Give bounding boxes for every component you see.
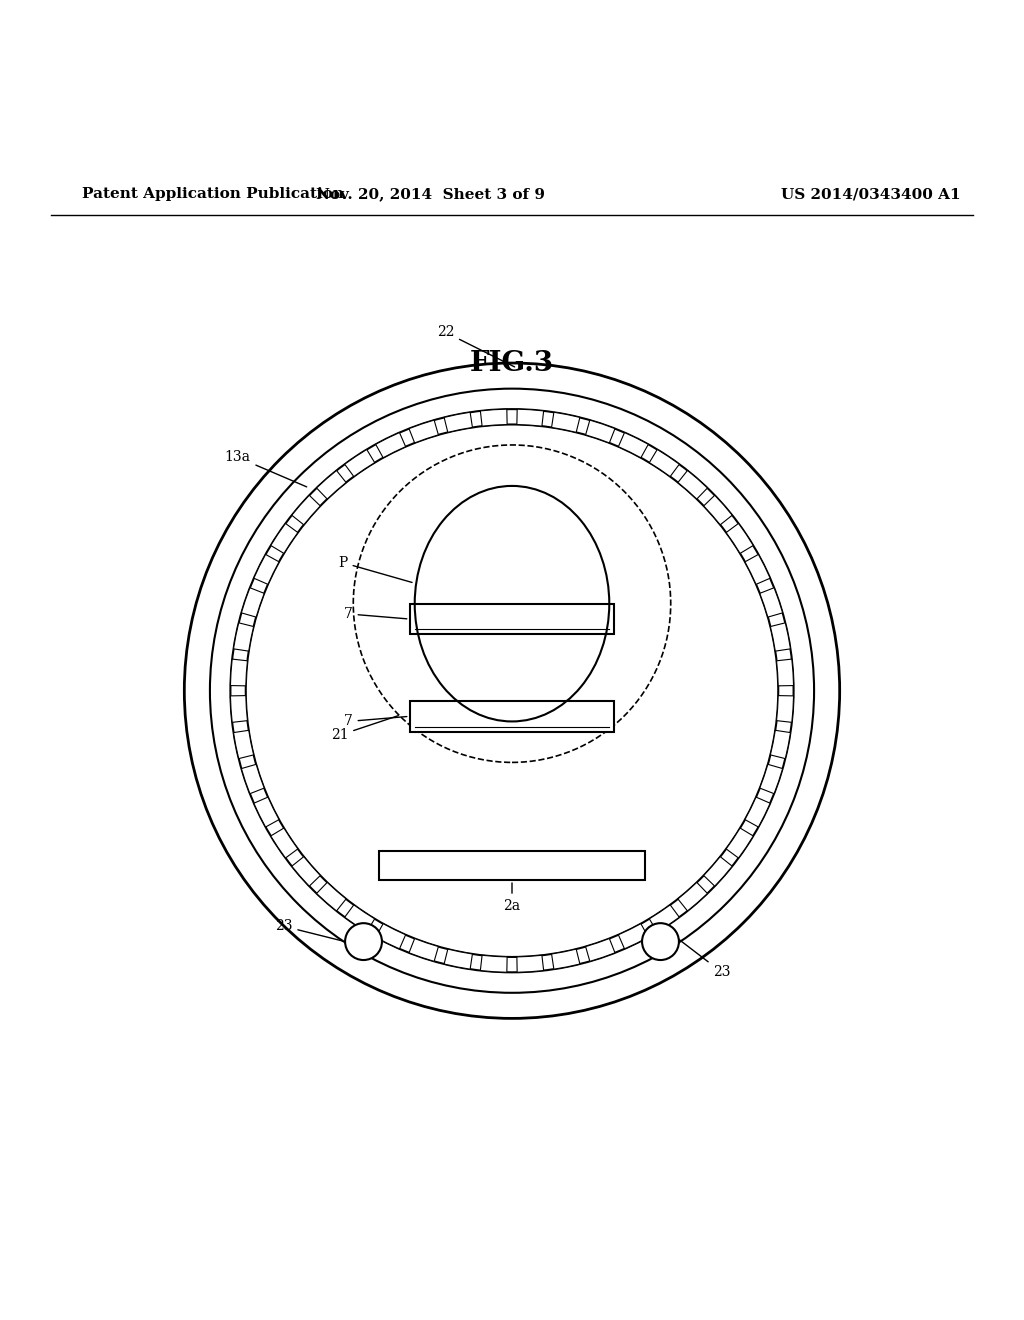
Polygon shape	[726, 828, 754, 858]
Text: 7: 7	[344, 714, 407, 729]
Polygon shape	[409, 420, 438, 444]
Polygon shape	[649, 906, 679, 932]
Text: 23: 23	[274, 919, 342, 941]
Text: FIG.3: FIG.3	[470, 350, 554, 376]
Polygon shape	[345, 450, 375, 477]
Polygon shape	[292, 495, 321, 525]
Polygon shape	[552, 412, 580, 433]
Text: 23: 23	[672, 935, 731, 979]
Polygon shape	[444, 949, 472, 969]
Polygon shape	[230, 696, 248, 722]
Polygon shape	[345, 906, 375, 932]
Polygon shape	[678, 882, 708, 911]
Text: Nov. 20, 2014  Sheet 3 of 9: Nov. 20, 2014 Sheet 3 of 9	[315, 187, 545, 201]
Polygon shape	[726, 524, 754, 553]
Polygon shape	[703, 857, 732, 886]
Text: 21: 21	[331, 715, 398, 742]
Circle shape	[642, 923, 679, 960]
Text: 7: 7	[344, 607, 407, 620]
Polygon shape	[233, 623, 254, 651]
Polygon shape	[552, 949, 580, 969]
Polygon shape	[233, 730, 254, 759]
Polygon shape	[586, 939, 615, 961]
Polygon shape	[760, 764, 782, 793]
Polygon shape	[517, 956, 544, 973]
FancyBboxPatch shape	[410, 603, 614, 635]
Polygon shape	[376, 924, 406, 949]
Polygon shape	[745, 554, 770, 585]
Polygon shape	[270, 828, 298, 858]
Polygon shape	[649, 450, 679, 477]
Polygon shape	[678, 470, 708, 499]
Polygon shape	[703, 495, 732, 525]
Text: 13a: 13a	[224, 450, 307, 487]
Polygon shape	[770, 623, 791, 651]
Polygon shape	[760, 587, 782, 618]
Polygon shape	[254, 797, 279, 828]
Polygon shape	[292, 857, 321, 886]
Polygon shape	[242, 764, 264, 793]
Polygon shape	[770, 730, 791, 759]
Text: 2a: 2a	[504, 883, 520, 912]
Polygon shape	[618, 924, 648, 949]
Polygon shape	[230, 659, 248, 686]
FancyBboxPatch shape	[410, 701, 614, 731]
Polygon shape	[480, 409, 507, 426]
Polygon shape	[745, 797, 770, 828]
Polygon shape	[316, 882, 346, 911]
Polygon shape	[776, 659, 794, 686]
Text: P: P	[338, 556, 412, 582]
Polygon shape	[517, 409, 544, 426]
Polygon shape	[776, 696, 794, 722]
Text: US 2014/0343400 A1: US 2014/0343400 A1	[780, 187, 961, 201]
Polygon shape	[586, 420, 615, 444]
Text: 22: 22	[436, 325, 515, 367]
Bar	[379, 851, 645, 880]
Polygon shape	[316, 470, 346, 499]
Polygon shape	[254, 554, 279, 585]
Polygon shape	[376, 433, 406, 458]
Text: Patent Application Publication: Patent Application Publication	[82, 187, 344, 201]
Circle shape	[345, 923, 382, 960]
Polygon shape	[409, 939, 438, 961]
Polygon shape	[480, 956, 507, 973]
Polygon shape	[444, 412, 472, 433]
Polygon shape	[618, 433, 648, 458]
Polygon shape	[242, 587, 264, 618]
Polygon shape	[270, 524, 298, 553]
